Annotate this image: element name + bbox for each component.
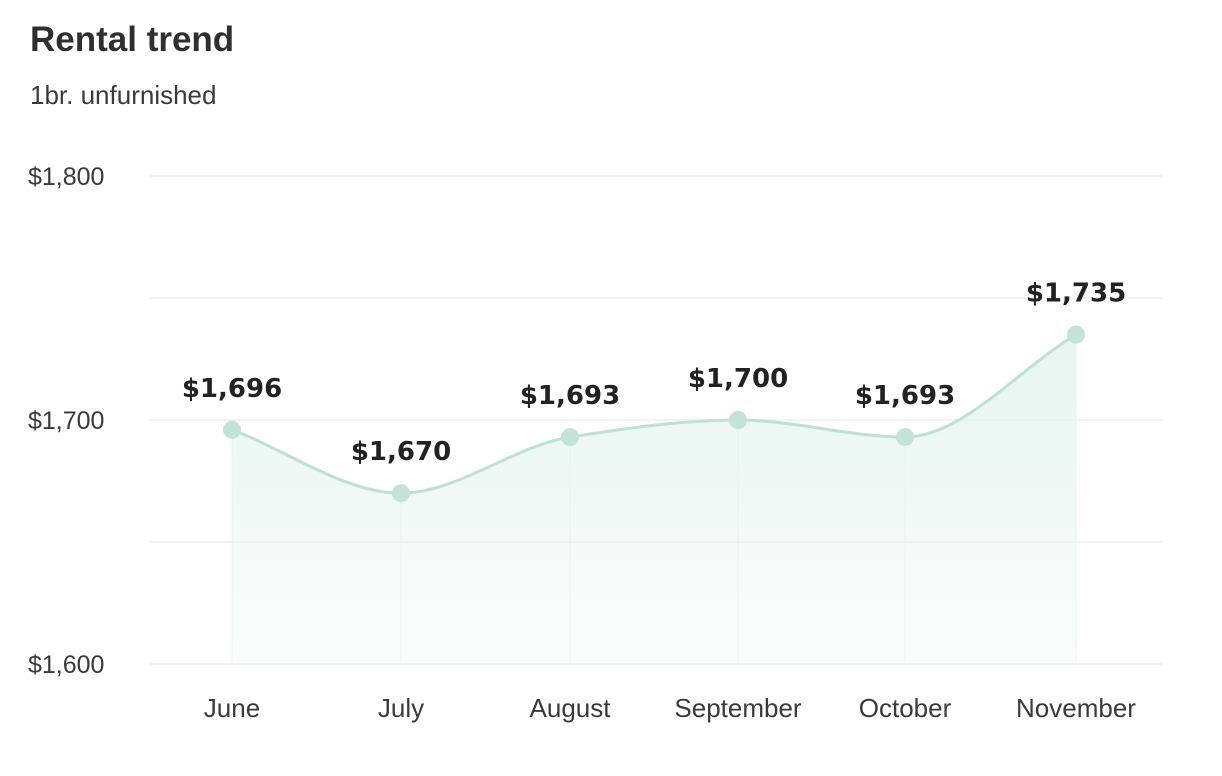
data-point[interactable] [1067,325,1085,344]
x-tick-label: September [674,693,802,723]
data-label: $1,696 [182,374,282,404]
x-axis: June July August September October November [204,693,1137,723]
x-tick-label: June [204,693,260,723]
series-line [230,333,1078,495]
data-label: $1,735 [1026,279,1126,309]
x-tick-label: October [859,693,952,723]
data-label: $1,670 [351,437,451,467]
x-tick-label: November [1016,693,1136,723]
data-label: $1,693 [855,381,955,411]
x-tick-label: August [530,693,612,723]
chart-subtitle: 1br. unfurnished [30,80,217,110]
y-tick-label: $1,800 [28,163,104,191]
series-area [232,334,1076,664]
y-tick-label: $1,700 [28,407,104,435]
x-tick-label: July [378,693,424,723]
y-tick-label: $1,600 [28,651,104,679]
data-label: $1,700 [688,364,788,394]
data-point[interactable] [896,428,914,447]
data-label: $1,693 [520,381,620,411]
data-point[interactable] [729,411,747,429]
data-point[interactable] [392,484,410,503]
data-points: $1,696 $1,670 $1,693 $1,700 $1,693 $1,735 [182,279,1126,503]
chart-title: Rental trend [30,20,235,59]
data-point[interactable] [223,420,241,439]
data-point[interactable] [561,428,579,447]
y-axis: $1,600 $1,700 $1,800 [28,163,104,679]
